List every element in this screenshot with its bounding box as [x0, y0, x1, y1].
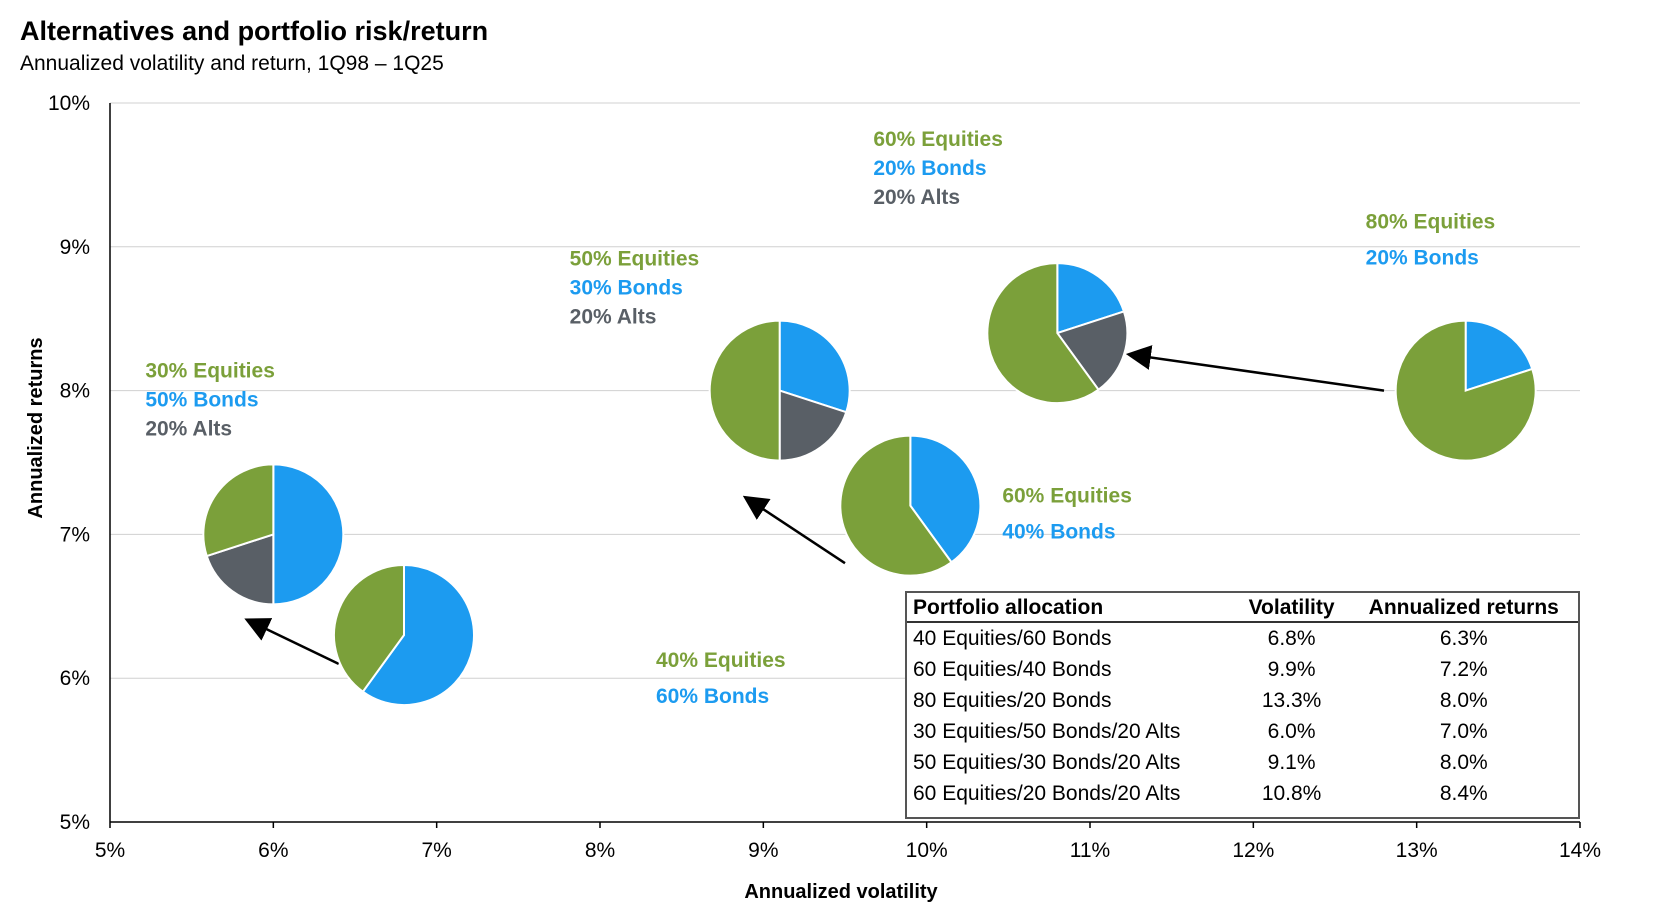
table-row: 80 Equities/20 Bonds 13.3% 8.0%	[907, 685, 1578, 716]
y-tick-label: 9%	[60, 236, 90, 259]
pie	[1394, 319, 1537, 462]
table-cell-volatility: 9.1%	[1267, 750, 1316, 774]
table-cell-volatility: 13.3%	[1261, 688, 1322, 712]
pie-slice-bonds	[1056, 262, 1126, 335]
pie-label: 20% Alts	[570, 306, 657, 329]
pie-label: 60% Equities	[873, 128, 1003, 151]
arrow	[742, 495, 846, 565]
pie-slice-equities	[708, 319, 781, 462]
table-cell-allocation: 60 Equities/20 Bonds/20 Alts	[913, 781, 1181, 805]
table-cell-returns: 8.0%	[1439, 750, 1488, 774]
x-tick-label: 10%	[906, 839, 948, 862]
pie-label: 50% Bonds	[145, 388, 258, 411]
table-cell-allocation: 80 Equities/20 Bonds	[913, 688, 1112, 712]
arrows	[244, 345, 1385, 665]
pie-slice-equities	[839, 434, 953, 577]
x-tick-label: 14%	[1559, 839, 1601, 862]
pie-slice-alts	[205, 533, 275, 606]
axes: 5% 6% 7% 8% 9% 10% 5% 6% 7% 8% 9% 10% 11% 12% 13% 14%	[48, 92, 1601, 862]
y-tick-label: 7%	[60, 523, 90, 546]
pie-label: 20% Bonds	[1366, 247, 1479, 270]
pie-slice-bonds	[272, 463, 345, 606]
pie-label: 20% Alts	[145, 417, 232, 440]
pie	[986, 262, 1129, 405]
table-cell-volatility: 6.8%	[1267, 626, 1316, 650]
pie-label: 40% Equities	[656, 649, 786, 672]
table-cell-volatility: 9.9%	[1267, 657, 1316, 681]
pie-label: 60% Bonds	[656, 685, 769, 708]
x-tick-label: 7%	[421, 839, 451, 862]
pie	[839, 434, 982, 577]
pie-slice-equities	[333, 564, 405, 694]
pie-slice-alts	[1055, 310, 1129, 392]
table-cell-returns: 8.0%	[1439, 688, 1488, 712]
table-row: 60 Equities/20 Bonds/20 Alts 10.8% 8.4%	[907, 778, 1578, 809]
y-tick-label: 8%	[60, 380, 90, 403]
pies	[202, 262, 1537, 707]
table-cell-allocation: 30 Equities/50 Bonds/20 Alts	[913, 719, 1181, 743]
x-tick-label: 13%	[1396, 839, 1438, 862]
pie-slice-alts	[778, 389, 848, 462]
y-axis-title: Annualized returns	[25, 337, 47, 518]
pie-label: 30% Equities	[145, 359, 275, 382]
x-tick-label: 12%	[1232, 839, 1274, 862]
x-tick-label: 6%	[258, 839, 288, 862]
table-cell-allocation: 50 Equities/30 Bonds/20 Alts	[913, 750, 1181, 774]
pie-labels: 30% Equities 50% Bonds 20% Alts 40% Equitie…	[145, 128, 1495, 708]
table-header-row: Portfolio allocation Volatility Annualiz…	[907, 593, 1578, 623]
table-header-volatility: Volatility	[1233, 593, 1344, 623]
x-tick-label: 8%	[585, 839, 615, 862]
table-cell-returns: 6.3%	[1439, 626, 1488, 650]
pie-slice-equities	[202, 463, 275, 558]
table-row: 30 Equities/50 Bonds/20 Alts 6.0% 7.0%	[907, 716, 1578, 747]
x-tick-label: 11%	[1070, 839, 1110, 862]
pie-label: 20% Bonds	[873, 157, 986, 180]
table-header-allocation: Portfolio allocation	[907, 593, 1234, 623]
arrow	[1125, 345, 1385, 392]
pie-label: 40% Bonds	[1002, 521, 1115, 544]
allocation-table: Portfolio allocation Volatility Annualiz…	[905, 591, 1580, 819]
pie	[333, 564, 475, 707]
x-tick-label: 9%	[748, 839, 778, 862]
table-row: 40 Equities/60 Bonds 6.8% 6.3%	[907, 622, 1578, 654]
pie-slice-equities	[1394, 319, 1537, 462]
arrow	[244, 618, 340, 665]
x-tick-label: 5%	[95, 839, 125, 862]
pie	[708, 319, 851, 462]
pie-slice-equities	[986, 262, 1100, 405]
pie-label: 60% Equities	[1002, 485, 1132, 508]
y-tick-label: 5%	[60, 811, 90, 834]
table-cell-volatility: 10.8%	[1261, 781, 1322, 805]
pie-label: 20% Alts	[873, 186, 960, 209]
table-row: 60 Equities/40 Bonds 9.9% 7.2%	[907, 654, 1578, 685]
pie-label: 50% Equities	[570, 248, 700, 271]
table-cell-allocation: 60 Equities/40 Bonds	[913, 657, 1112, 681]
x-axis-title: Annualized volatility	[744, 881, 938, 903]
table-cell-returns: 8.4%	[1439, 781, 1488, 805]
table-cell-allocation: 40 Equities/60 Bonds	[913, 626, 1112, 650]
table-cell-returns: 7.0%	[1439, 719, 1488, 743]
pie-label: 30% Bonds	[570, 277, 683, 300]
table-row: 50 Equities/30 Bonds/20 Alts 9.1% 8.0%	[907, 747, 1578, 778]
table-header-returns: Annualized returns	[1343, 593, 1578, 623]
table-cell-returns: 7.2%	[1439, 657, 1488, 681]
chart-subtitle: Annualized volatility and return, 1Q98 –…	[20, 52, 444, 75]
y-tick-label: 10%	[48, 92, 90, 115]
chart-title: Alternatives and portfolio risk/return	[20, 16, 489, 46]
pie-label: 80% Equities	[1366, 211, 1496, 234]
pie-slice-bonds	[778, 319, 851, 414]
pie-slice-bonds	[909, 434, 982, 564]
table-cell-volatility: 6.0%	[1267, 719, 1316, 743]
pie-slice-bonds	[361, 564, 475, 707]
y-tick-label: 6%	[60, 667, 90, 690]
pie	[202, 463, 345, 606]
pie-slice-bonds	[1464, 319, 1534, 392]
